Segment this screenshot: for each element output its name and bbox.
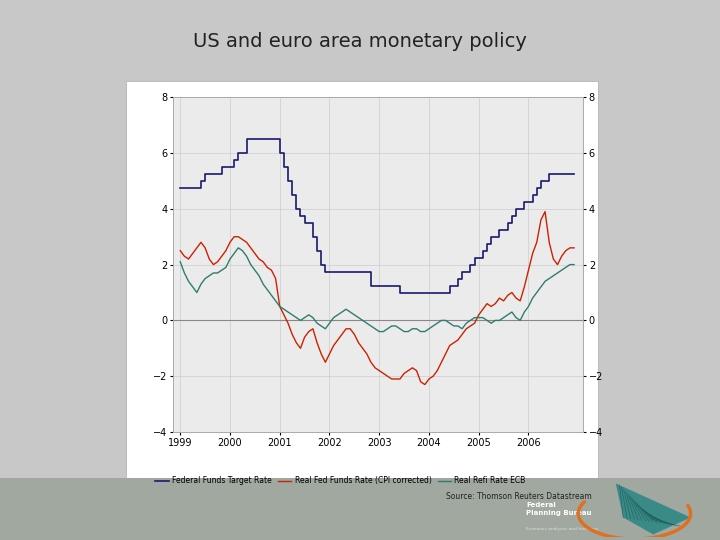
Text: Federal
Planning Bureau: Federal Planning Bureau [526,502,591,516]
Text: Source: Thomson Reuters Datastream: Source: Thomson Reuters Datastream [446,492,591,501]
Polygon shape [616,483,690,535]
Text: Economic analyses and forecasts: Economic analyses and forecasts [526,527,598,531]
Text: US and euro area monetary policy: US and euro area monetary policy [193,32,527,51]
Legend: Federal Funds Target Rate, Real Fed Funds Rate (CPI corrected), Real Refi Rate E: Federal Funds Target Rate, Real Fed Fund… [152,474,528,489]
